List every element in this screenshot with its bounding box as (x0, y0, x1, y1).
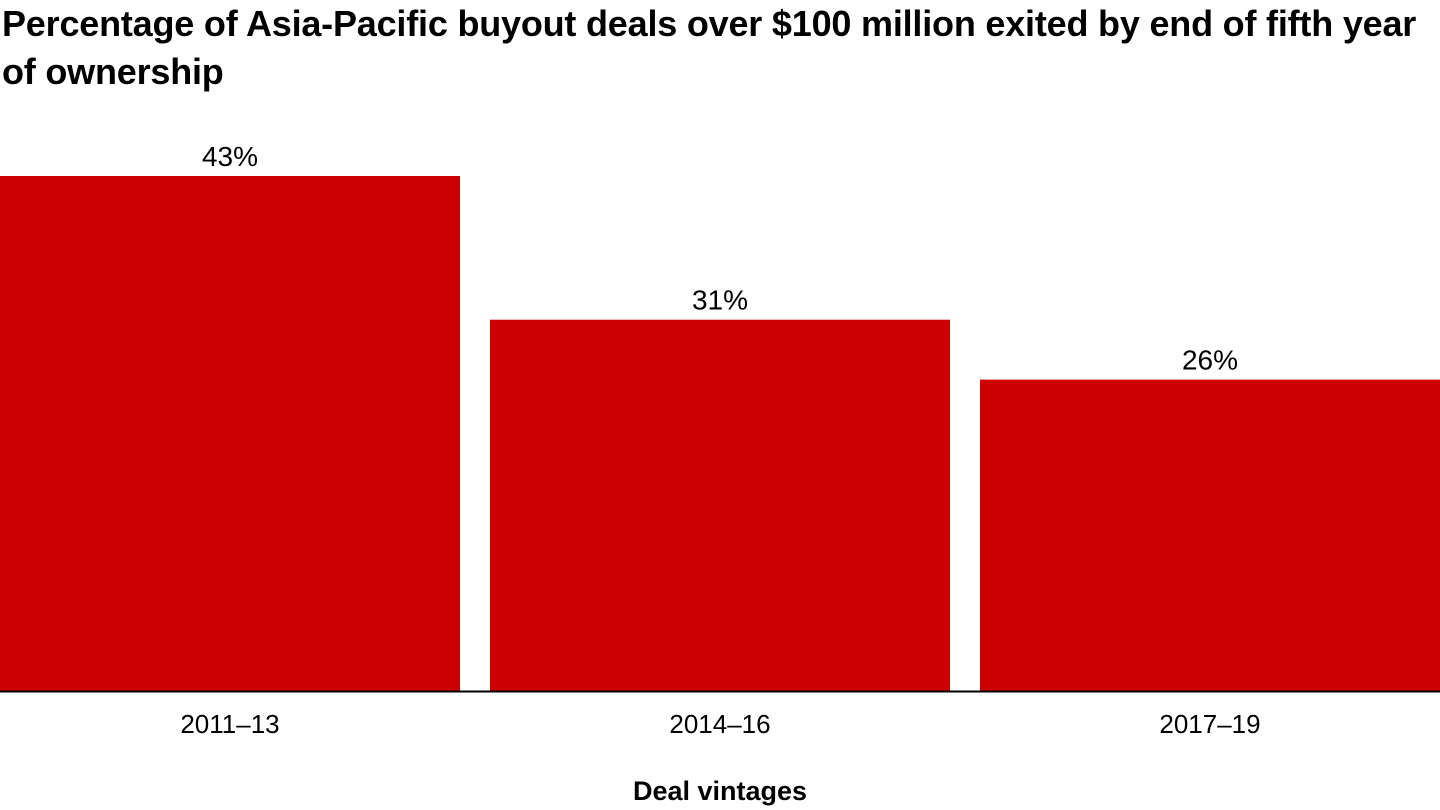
bars-layer (0, 176, 1440, 691)
x-tick-label-2: 2014–16 (669, 709, 770, 739)
data-label-1: 43% (202, 141, 258, 172)
x-tick-label-3: 2017–19 (1159, 709, 1260, 739)
data-label-3: 26% (1182, 345, 1238, 376)
bar-2 (490, 319, 950, 691)
chart-title: Percentage of Asia-Pacific buyout deals … (2, 3, 1417, 92)
data-label-2: 31% (692, 285, 748, 316)
tick-labels-layer: 2011–13 2014–16 2017–19 (180, 709, 1260, 739)
x-tick-label-1: 2011–13 (180, 709, 279, 739)
x-axis-title: Deal vintages (632, 776, 808, 806)
bar-1 (0, 176, 460, 691)
data-labels-layer: 43% 31% 26% (202, 141, 1238, 376)
bar-3 (980, 379, 1440, 691)
